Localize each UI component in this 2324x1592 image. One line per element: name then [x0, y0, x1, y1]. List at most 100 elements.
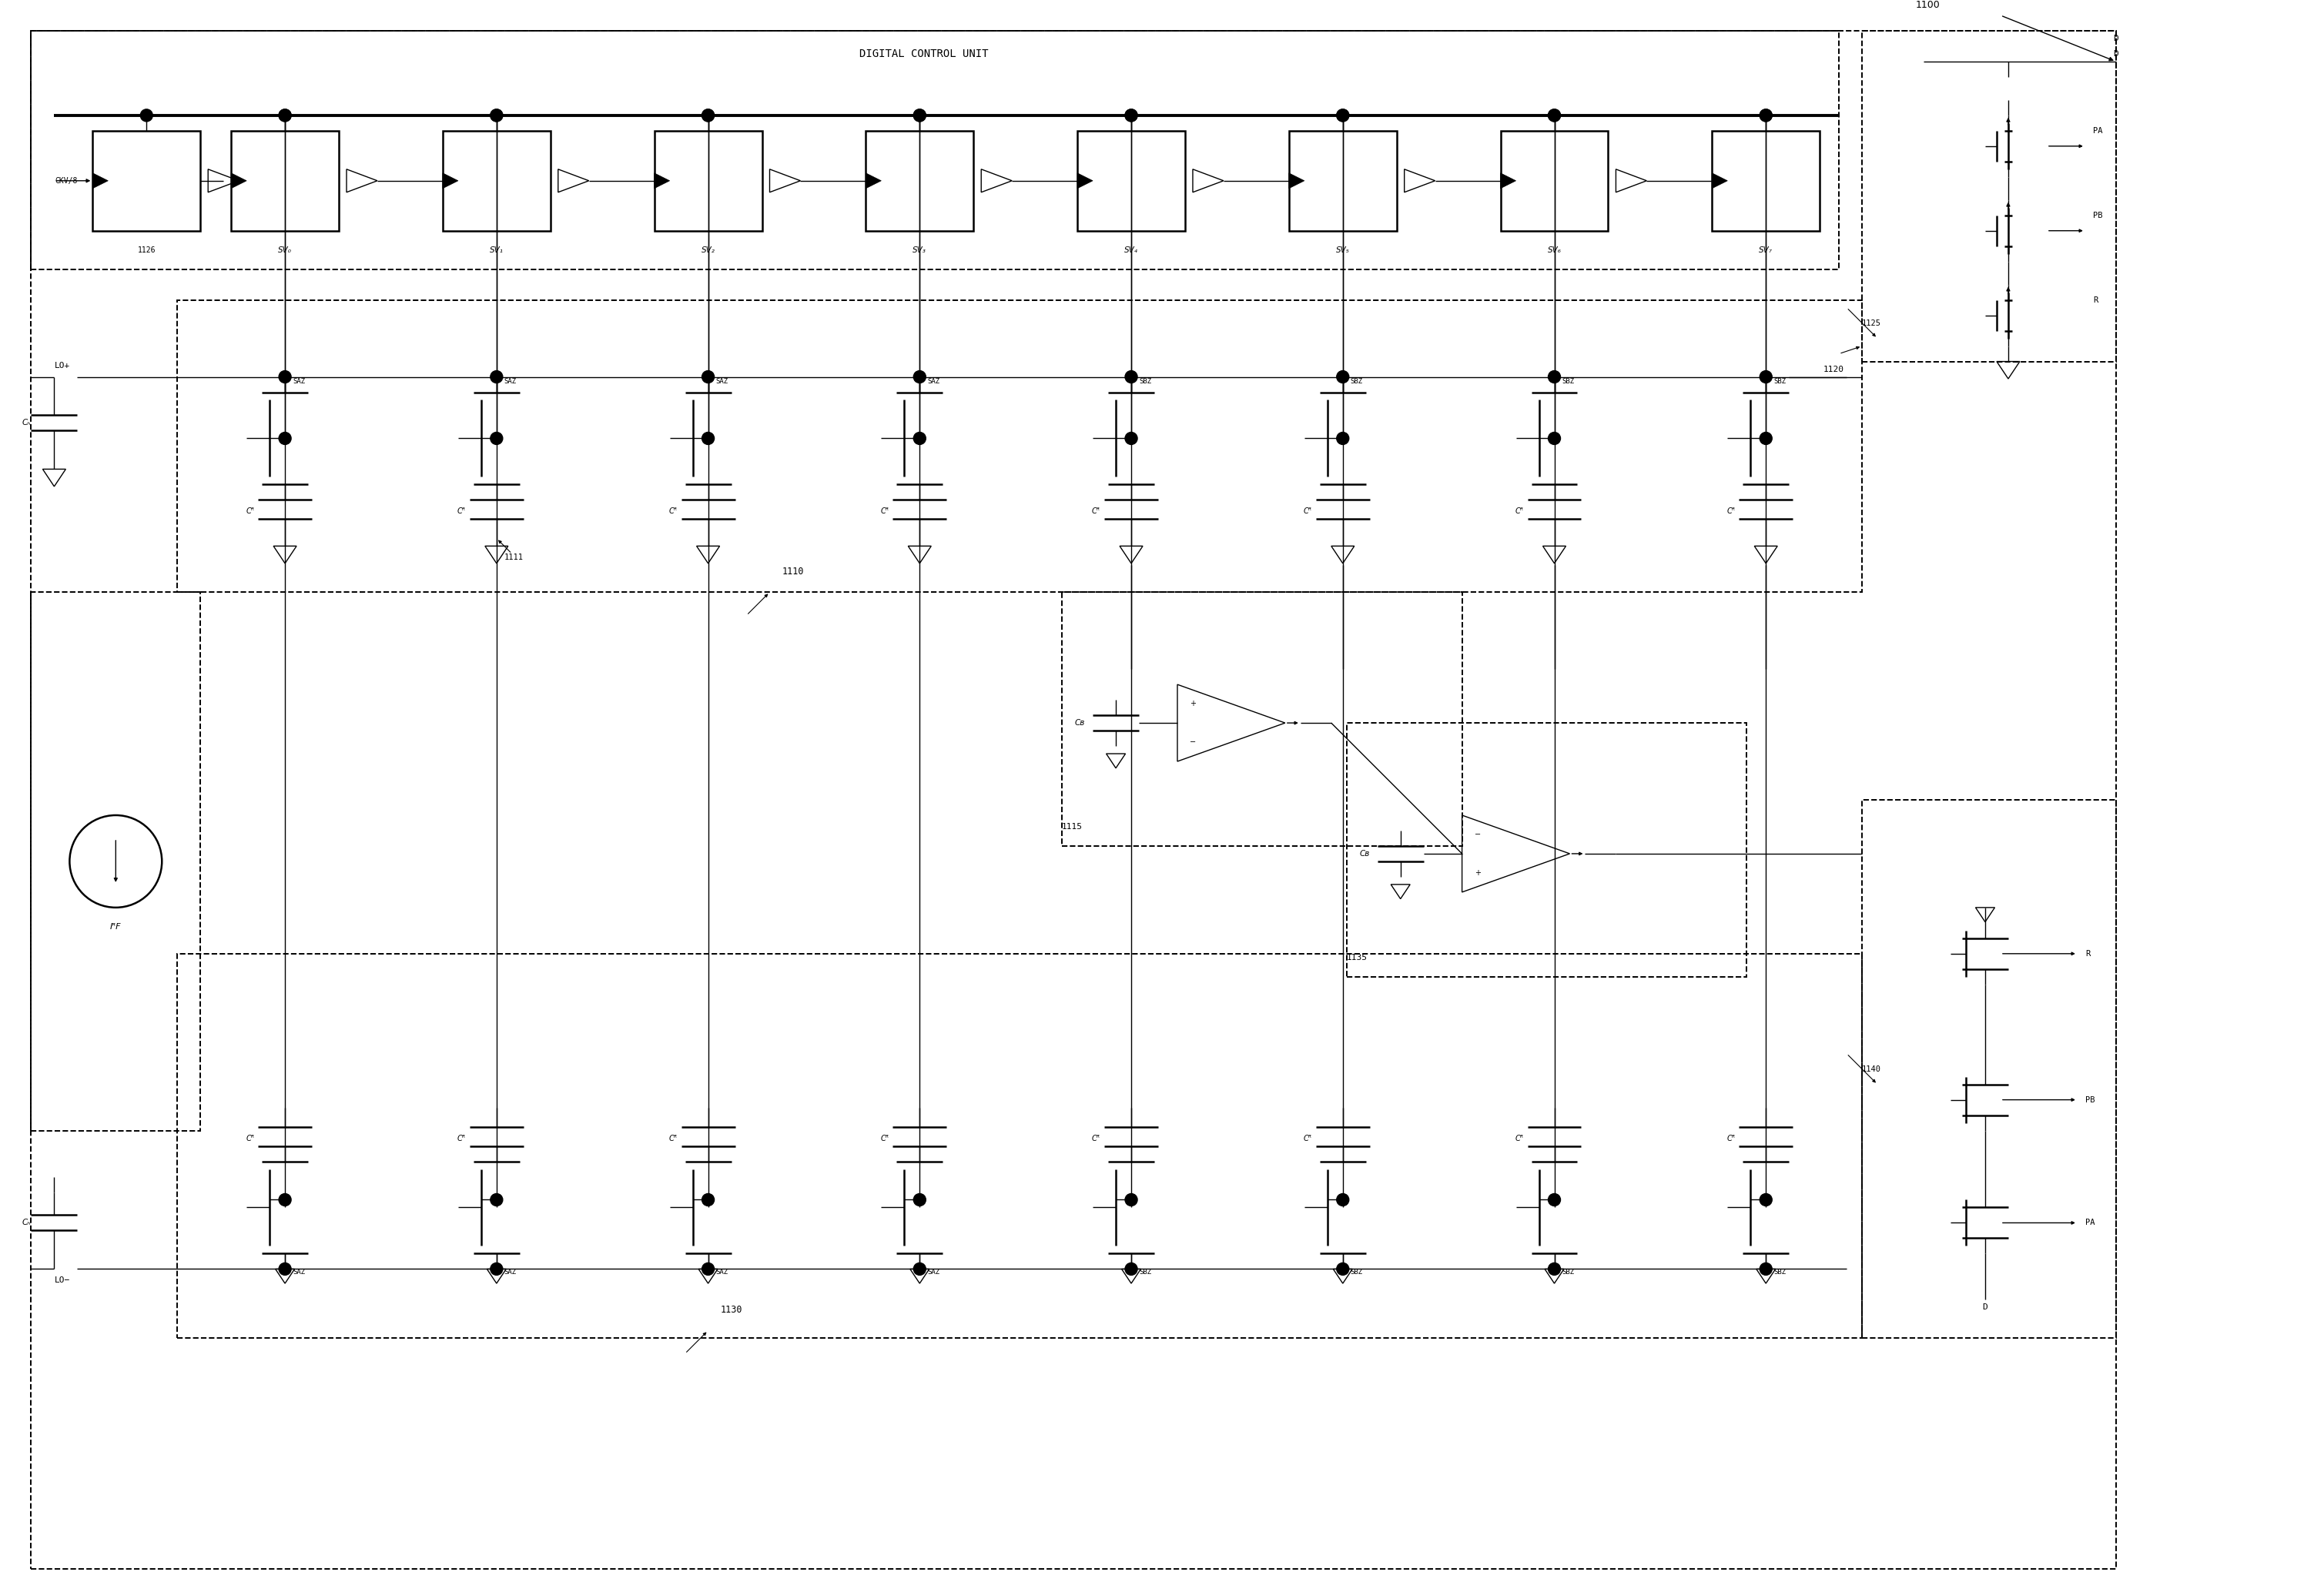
- Text: SV₁: SV₁: [490, 247, 504, 253]
- Text: SV₃: SV₃: [913, 247, 927, 253]
- Text: SAZ: SAZ: [293, 377, 304, 385]
- Text: Cᴿ: Cᴿ: [1515, 508, 1525, 516]
- Text: SBZ: SBZ: [1139, 377, 1150, 385]
- Bar: [1062, 592, 1462, 845]
- Circle shape: [490, 1194, 502, 1205]
- Text: Cᴿ: Cᴿ: [1304, 508, 1313, 516]
- Text: +: +: [1190, 700, 1197, 707]
- Text: 1135: 1135: [1346, 954, 1367, 962]
- Circle shape: [490, 1262, 502, 1275]
- Polygon shape: [1713, 174, 1727, 188]
- Bar: [1501, 131, 1608, 231]
- Text: R: R: [2085, 950, 2089, 957]
- Text: Cᴿ: Cᴿ: [1515, 1135, 1525, 1141]
- Circle shape: [1548, 110, 1559, 121]
- Circle shape: [1125, 1194, 1136, 1205]
- Bar: [1346, 723, 1748, 977]
- Text: D: D: [1982, 1304, 1987, 1312]
- Text: DIGITAL CONTROL UNIT: DIGITAL CONTROL UNIT: [860, 48, 988, 59]
- Circle shape: [1759, 371, 1773, 384]
- Circle shape: [1548, 1262, 1559, 1275]
- Text: 1115: 1115: [1062, 823, 1083, 831]
- Circle shape: [490, 371, 502, 384]
- Polygon shape: [1078, 174, 1092, 188]
- Polygon shape: [655, 174, 669, 188]
- Polygon shape: [867, 174, 881, 188]
- Polygon shape: [1501, 174, 1515, 188]
- Circle shape: [1759, 110, 1773, 121]
- Text: 1126: 1126: [137, 247, 156, 253]
- Circle shape: [1759, 110, 1773, 121]
- Polygon shape: [442, 174, 458, 188]
- Text: R: R: [2094, 296, 2099, 304]
- Text: 1130: 1130: [720, 1305, 741, 1315]
- Circle shape: [913, 1194, 925, 1205]
- Text: 1111: 1111: [504, 554, 523, 562]
- Text: −: −: [1473, 831, 1480, 839]
- Text: 1100: 1100: [1915, 0, 1941, 10]
- Circle shape: [139, 110, 153, 121]
- Polygon shape: [230, 174, 246, 188]
- Circle shape: [1125, 371, 1136, 384]
- Circle shape: [1125, 110, 1136, 121]
- Text: Cₕ: Cₕ: [23, 1219, 30, 1227]
- Circle shape: [1336, 431, 1348, 444]
- Circle shape: [913, 431, 925, 444]
- Circle shape: [1336, 110, 1348, 121]
- Text: Cᴿ: Cᴿ: [246, 1135, 253, 1141]
- Text: Cᴿ: Cᴿ: [1304, 1135, 1313, 1141]
- Circle shape: [279, 1262, 290, 1275]
- Text: SAZ: SAZ: [293, 1269, 304, 1275]
- Polygon shape: [93, 174, 107, 188]
- Bar: [1078, 131, 1185, 231]
- Circle shape: [279, 110, 290, 121]
- Bar: [1862, 799, 2115, 1339]
- Text: SAZ: SAZ: [504, 377, 516, 385]
- Bar: [1862, 30, 2115, 361]
- Circle shape: [1759, 1262, 1773, 1275]
- Text: +: +: [1473, 869, 1480, 877]
- Circle shape: [490, 431, 502, 444]
- Text: PA: PA: [2085, 1219, 2094, 1227]
- Circle shape: [1336, 371, 1348, 384]
- Text: SV₀: SV₀: [279, 247, 293, 253]
- Polygon shape: [1290, 174, 1304, 188]
- Circle shape: [1548, 431, 1559, 444]
- Text: Cᴿ: Cᴿ: [1092, 1135, 1102, 1141]
- Bar: [655, 131, 762, 231]
- Text: Cᴿ: Cᴿ: [1092, 508, 1102, 516]
- Text: SV₂: SV₂: [702, 247, 716, 253]
- Text: Cₕ: Cₕ: [23, 419, 30, 427]
- Circle shape: [913, 1262, 925, 1275]
- Text: Cʙ: Cʙ: [1360, 850, 1369, 858]
- Circle shape: [1336, 1194, 1348, 1205]
- Text: 1140: 1140: [1862, 1065, 1882, 1073]
- Text: Cᴿ: Cᴿ: [458, 508, 465, 516]
- Circle shape: [490, 110, 502, 121]
- Text: Cᴿ: Cᴿ: [1727, 508, 1736, 516]
- Circle shape: [702, 1262, 713, 1275]
- Text: SBZ: SBZ: [1139, 1269, 1150, 1275]
- Circle shape: [702, 1194, 713, 1205]
- Text: Cᴿ: Cᴿ: [669, 1135, 676, 1141]
- Circle shape: [913, 110, 925, 121]
- Bar: [177, 299, 1862, 592]
- Text: PB: PB: [2094, 212, 2103, 220]
- Text: PA: PA: [2094, 127, 2103, 135]
- Bar: [867, 131, 974, 231]
- Circle shape: [1759, 1194, 1773, 1205]
- Text: SBZ: SBZ: [1773, 1269, 1787, 1275]
- Text: 1125: 1125: [1862, 318, 1882, 326]
- Text: LO+: LO+: [53, 361, 70, 369]
- Bar: [1290, 131, 1397, 231]
- Bar: [30, 30, 2115, 1570]
- Circle shape: [279, 1194, 290, 1205]
- Text: 1110: 1110: [781, 567, 804, 576]
- Circle shape: [490, 110, 502, 121]
- Text: CKV/8: CKV/8: [56, 177, 77, 185]
- Text: SAZ: SAZ: [716, 377, 727, 385]
- Text: SAZ: SAZ: [927, 377, 939, 385]
- Bar: [93, 131, 200, 231]
- Bar: [30, 592, 200, 1130]
- Text: Cᴿ: Cᴿ: [669, 508, 676, 516]
